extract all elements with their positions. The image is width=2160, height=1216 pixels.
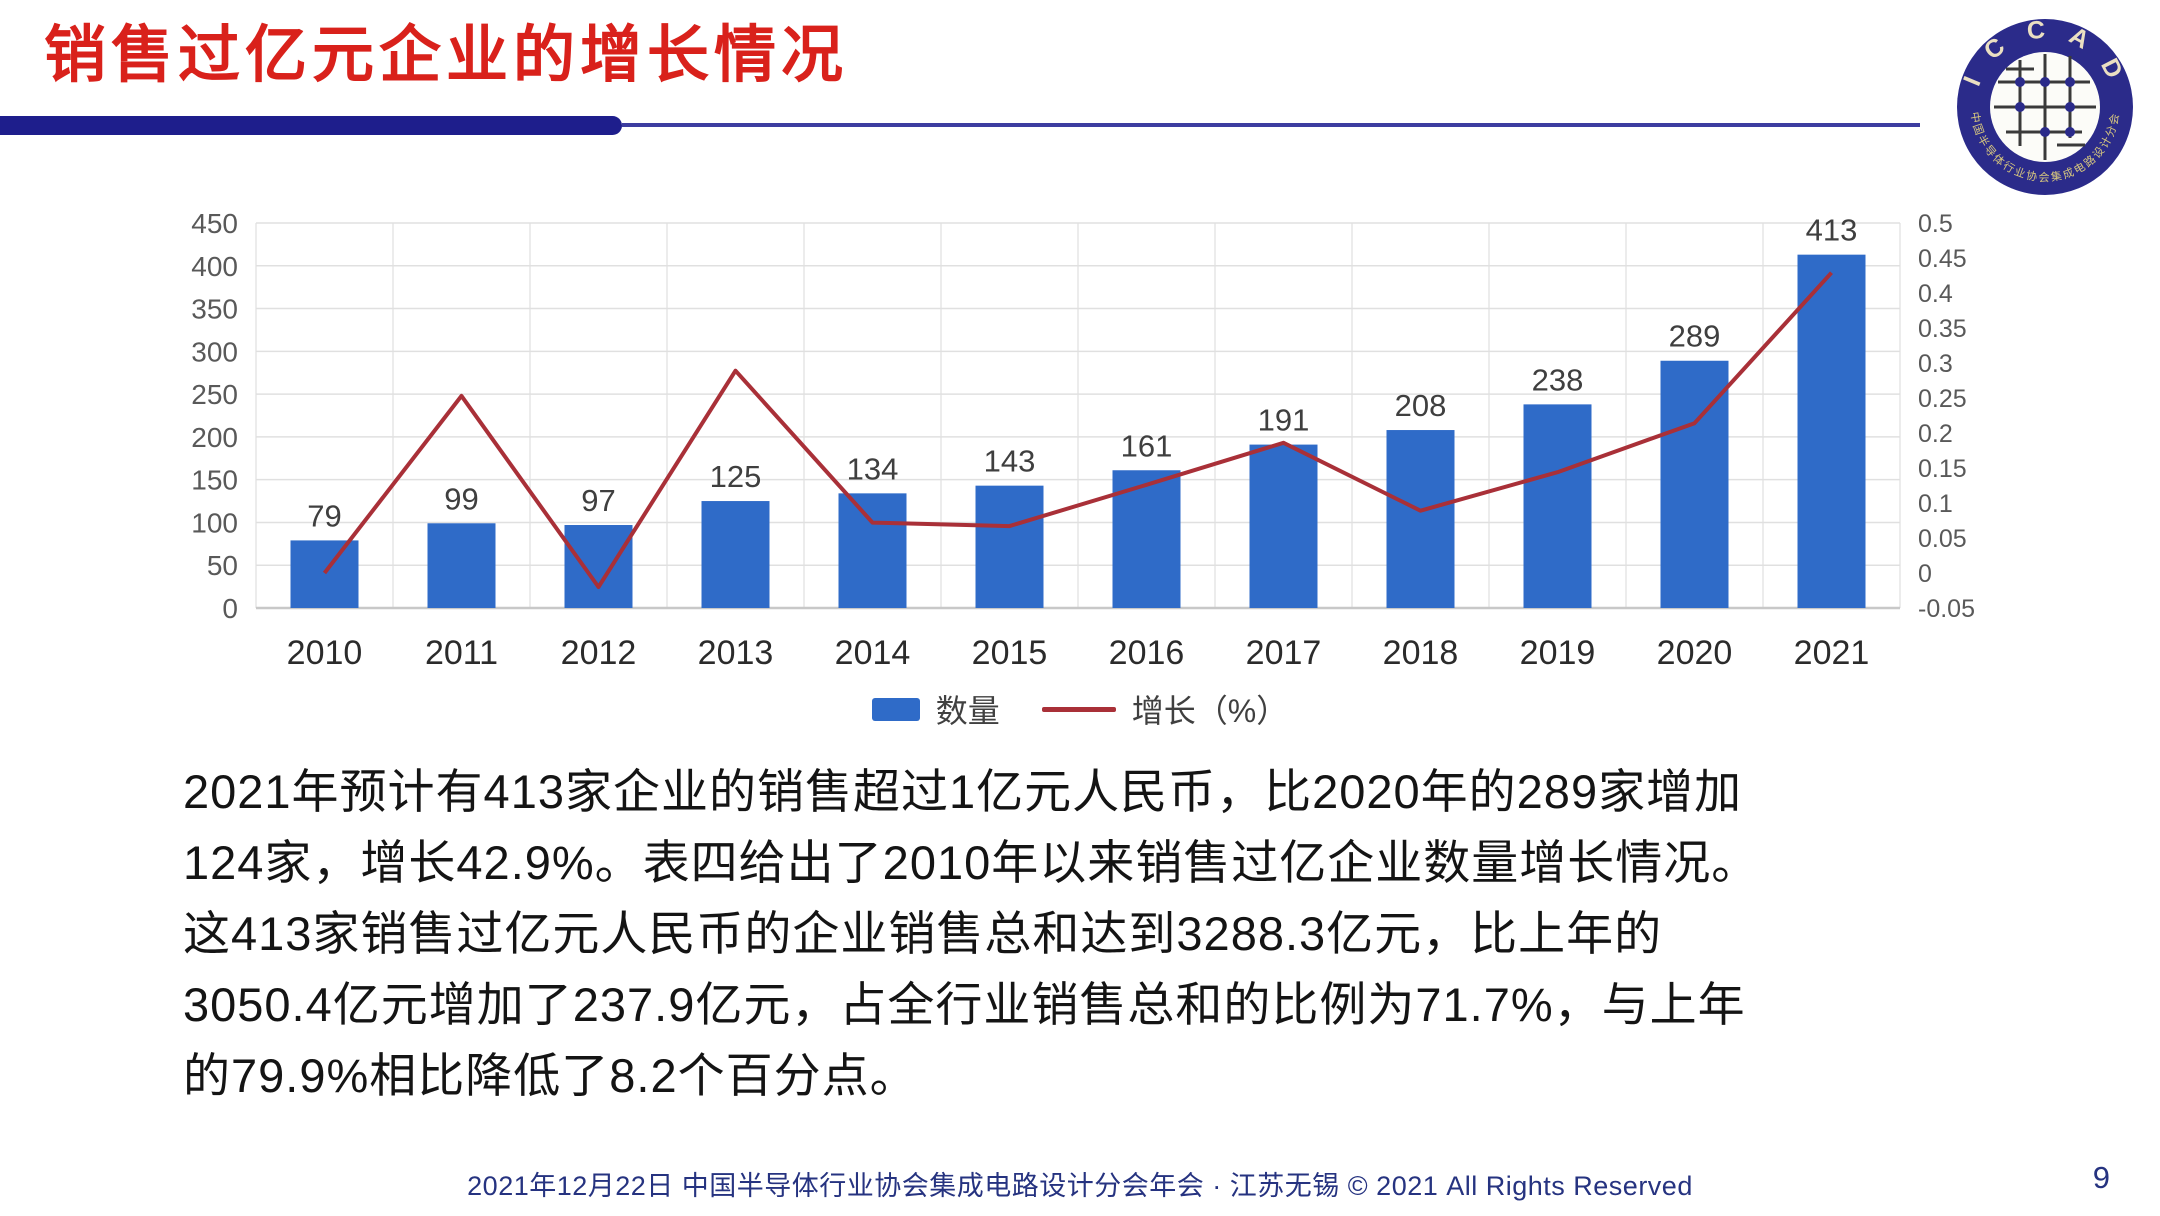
left-axis-tick: 450 [191,208,238,239]
right-axis-tick: 0.25 [1918,385,1967,413]
body-line: 的79.9%相比降低了8.2个百分点。 [183,1049,918,1102]
growth-line [322,271,1833,589]
left-axis-tick: 350 [191,294,238,325]
right-axis-tick: 0.4 [1918,280,1953,308]
legend-bar-swatch [871,697,920,721]
right-axis-tick: 0 [1918,560,1932,588]
left-axis-tick: 300 [191,336,238,367]
title-underline-thin [622,123,1920,127]
bar-value-label: 99 [444,481,478,516]
bar-2013 [701,501,770,608]
legend-line-swatch [1041,706,1116,712]
x-axis-label: 2017 [1246,634,1322,672]
page-number: 9 [2092,1160,2110,1195]
growth-chart: 0 50 100 150 200 250 300 350 400 450 -0.05 0 0.05 0.1… [191,208,1975,672]
left-axis-tick: 250 [191,379,238,410]
x-axis-label: 2020 [1657,634,1733,672]
bar-value-label: 134 [847,451,899,486]
bar-2014 [838,493,907,608]
body-line: 124家，增长42.9%。表四给出了2010年以来销售过亿企业数量增长情况。 [183,836,1760,889]
body-line: 3050.4亿元增加了237.9亿元，占全行业销售总和的比例为71.7%，与上年 [183,978,1746,1031]
iccad-logo: I C C A D 中国半导体行业协会集成电路设计分会 [1957,16,2133,195]
right-axis-tick: 0.5 [1918,210,1953,238]
left-axis-tick: 100 [191,507,238,538]
legend-bar-label: 数量 [935,693,1000,729]
bar-value-label: 79 [307,498,341,533]
title-underline-thick [0,116,622,135]
right-axis-tick: 0.45 [1918,245,1967,273]
bar-2020 [1660,360,1729,608]
bar-value-label: 238 [1532,362,1584,397]
x-axis-label: 2019 [1520,634,1596,672]
right-axis-tick: 0.15 [1918,455,1967,483]
bar-value-label: 161 [1121,428,1173,463]
left-axis-tick: 200 [191,422,238,453]
bar-2019 [1523,404,1592,608]
logo-circuit-dots [2015,77,2075,137]
right-axis-tick: 0.1 [1918,490,1953,518]
chart-legend: 数量 增长（%） [0,688,2160,730]
bar-value-label: 97 [581,483,615,518]
x-axis-label: 2010 [287,634,363,672]
footer-text: 2021年12月22日 中国半导体行业协会集成电路设计分会年会 · 江苏无锡 ©… [467,1171,1693,1201]
bar-value-label: 289 [1669,319,1721,354]
body-line: 2021年预计有413家企业的销售超过1亿元人民币，比2020年的289家增加 [183,765,1743,818]
bar-value-label: 191 [1258,403,1310,438]
bar-value-label: 413 [1806,213,1858,248]
bar-value-label: 208 [1395,388,1447,423]
right-axis-tick: 0.35 [1918,315,1967,343]
right-axis-tick: 0.05 [1918,525,1967,553]
x-axis-label: 2013 [698,634,774,672]
bar-2010 [290,540,359,608]
bar-2021 [1797,254,1866,608]
x-axis-label: 2014 [835,634,911,672]
body-paragraph: 2021年预计有413家企业的销售超过1亿元人民币，比2020年的289家增加 … [183,756,2003,1111]
legend-line-label: 增长（%） [1131,693,1289,729]
left-axis-tick: 400 [191,251,238,282]
x-axis-label: 2015 [972,634,1048,672]
bar-2011 [427,523,496,608]
right-axis-tick: 0.2 [1918,420,1953,448]
bar-value-label: 143 [984,444,1036,479]
left-axis-tick: 50 [207,550,238,581]
x-axis-label: 2018 [1383,634,1459,672]
left-axis-tick: 0 [222,593,238,624]
left-axis-tick: 150 [191,465,238,496]
x-axis-label: 2011 [425,634,498,672]
x-axis-label: 2016 [1109,634,1185,672]
body-line: 这413家销售过亿元人民币的企业销售总和达到3288.3亿元，比上年的 [183,907,1663,960]
bar-2017 [1249,444,1318,608]
x-axis-label: 2012 [561,634,637,672]
bar-value-label: 125 [710,459,762,494]
page-title: 销售过亿元企业的增长情况 [44,21,849,90]
right-axis-tick: 0.3 [1918,350,1953,378]
bar-2012 [564,525,633,608]
bar-2015 [975,485,1044,608]
logo-circuit-pattern [1994,54,2096,160]
bar-2018 [1386,430,1455,608]
right-axis-tick: -0.05 [1918,595,1975,623]
x-axis-label: 2021 [1794,634,1870,672]
